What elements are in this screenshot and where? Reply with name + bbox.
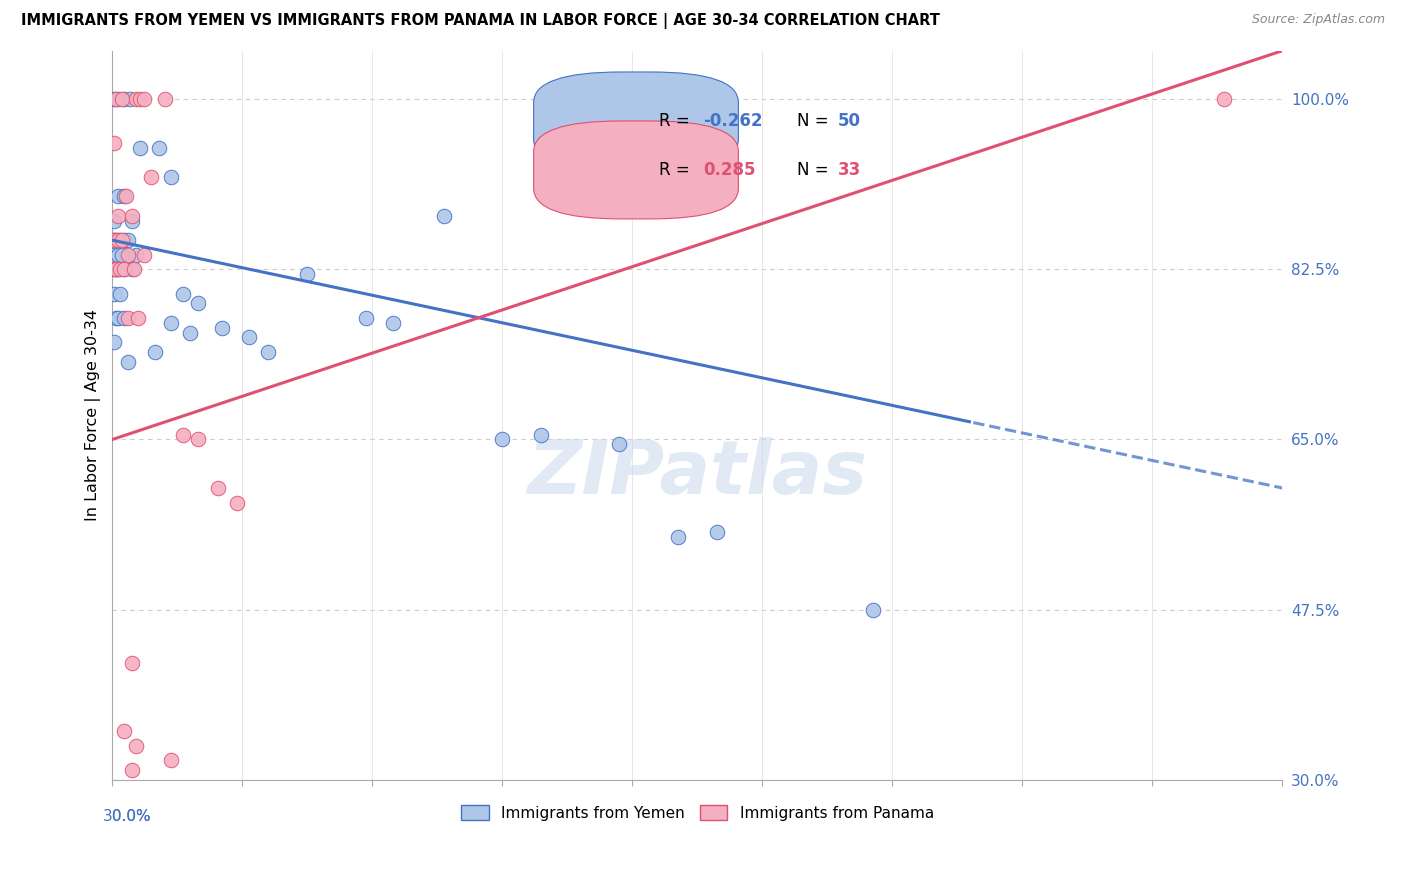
Point xyxy=(117,354,139,368)
Text: ZIPatlas: ZIPatlas xyxy=(527,437,868,510)
Point xyxy=(1213,92,1236,106)
Point xyxy=(108,233,131,247)
Text: 30.0%: 30.0% xyxy=(103,809,152,824)
Point xyxy=(121,209,143,223)
Point xyxy=(132,92,155,106)
Point xyxy=(107,248,129,262)
Point xyxy=(103,248,125,262)
Point xyxy=(112,724,135,739)
Point xyxy=(103,213,125,227)
Point xyxy=(112,189,135,203)
Point xyxy=(107,189,129,203)
Point xyxy=(354,310,377,325)
Point xyxy=(103,262,125,277)
Point xyxy=(125,92,148,106)
Point xyxy=(105,233,128,247)
Point xyxy=(141,169,163,184)
Point xyxy=(125,248,148,262)
Point xyxy=(491,433,513,447)
Text: 0.0%: 0.0% xyxy=(112,809,152,824)
Point xyxy=(143,345,166,359)
Point xyxy=(118,92,141,106)
Point xyxy=(115,189,138,203)
Point xyxy=(103,136,125,150)
Point xyxy=(125,739,148,753)
Point xyxy=(105,92,128,106)
Point xyxy=(121,213,143,227)
Point xyxy=(121,262,143,277)
Point xyxy=(862,602,884,616)
Point xyxy=(111,248,134,262)
Point xyxy=(121,656,143,670)
Point xyxy=(111,233,134,247)
Point xyxy=(297,267,319,281)
Point xyxy=(382,316,405,330)
Point xyxy=(117,310,139,325)
Point xyxy=(211,320,233,334)
Point xyxy=(107,209,129,223)
Point xyxy=(107,310,129,325)
Point xyxy=(706,524,728,539)
Point xyxy=(530,427,553,442)
Point xyxy=(111,92,134,106)
Point xyxy=(122,262,145,277)
Point xyxy=(187,296,209,310)
Point xyxy=(160,753,183,767)
Point xyxy=(105,310,128,325)
Point xyxy=(207,481,229,495)
Point xyxy=(103,233,125,247)
Point xyxy=(112,310,135,325)
Point xyxy=(127,310,149,325)
Point xyxy=(108,286,131,301)
Point xyxy=(117,248,139,262)
Point xyxy=(108,262,131,277)
Point xyxy=(609,437,631,451)
Point xyxy=(107,233,129,247)
Point xyxy=(103,233,125,247)
Point xyxy=(107,262,129,277)
Point xyxy=(103,92,125,106)
Point xyxy=(112,262,135,277)
Point xyxy=(117,233,139,247)
Point xyxy=(128,141,150,155)
Point xyxy=(257,345,280,359)
Point xyxy=(132,248,155,262)
Point xyxy=(187,433,209,447)
Point xyxy=(148,141,170,155)
Point xyxy=(153,92,176,106)
Point xyxy=(112,262,135,277)
Point xyxy=(105,262,128,277)
Point xyxy=(105,262,128,277)
Point xyxy=(121,763,143,777)
Text: Source: ZipAtlas.com: Source: ZipAtlas.com xyxy=(1251,13,1385,27)
Point xyxy=(160,169,183,184)
Text: IMMIGRANTS FROM YEMEN VS IMMIGRANTS FROM PANAMA IN LABOR FORCE | AGE 30-34 CORRE: IMMIGRANTS FROM YEMEN VS IMMIGRANTS FROM… xyxy=(21,13,941,29)
Point xyxy=(103,335,125,350)
Point xyxy=(103,262,125,277)
Point xyxy=(666,530,689,544)
Point xyxy=(226,495,249,509)
Y-axis label: In Labor Force | Age 30-34: In Labor Force | Age 30-34 xyxy=(86,310,101,521)
Point xyxy=(179,326,201,340)
Point xyxy=(112,92,135,106)
Point xyxy=(112,233,135,247)
Point xyxy=(172,286,194,301)
Legend: Immigrants from Yemen, Immigrants from Panama: Immigrants from Yemen, Immigrants from P… xyxy=(456,799,941,827)
Point xyxy=(160,316,183,330)
Point xyxy=(128,92,150,106)
Point xyxy=(103,286,125,301)
Point xyxy=(433,209,456,223)
Point xyxy=(238,330,260,344)
Point xyxy=(172,427,194,442)
Point xyxy=(107,92,129,106)
